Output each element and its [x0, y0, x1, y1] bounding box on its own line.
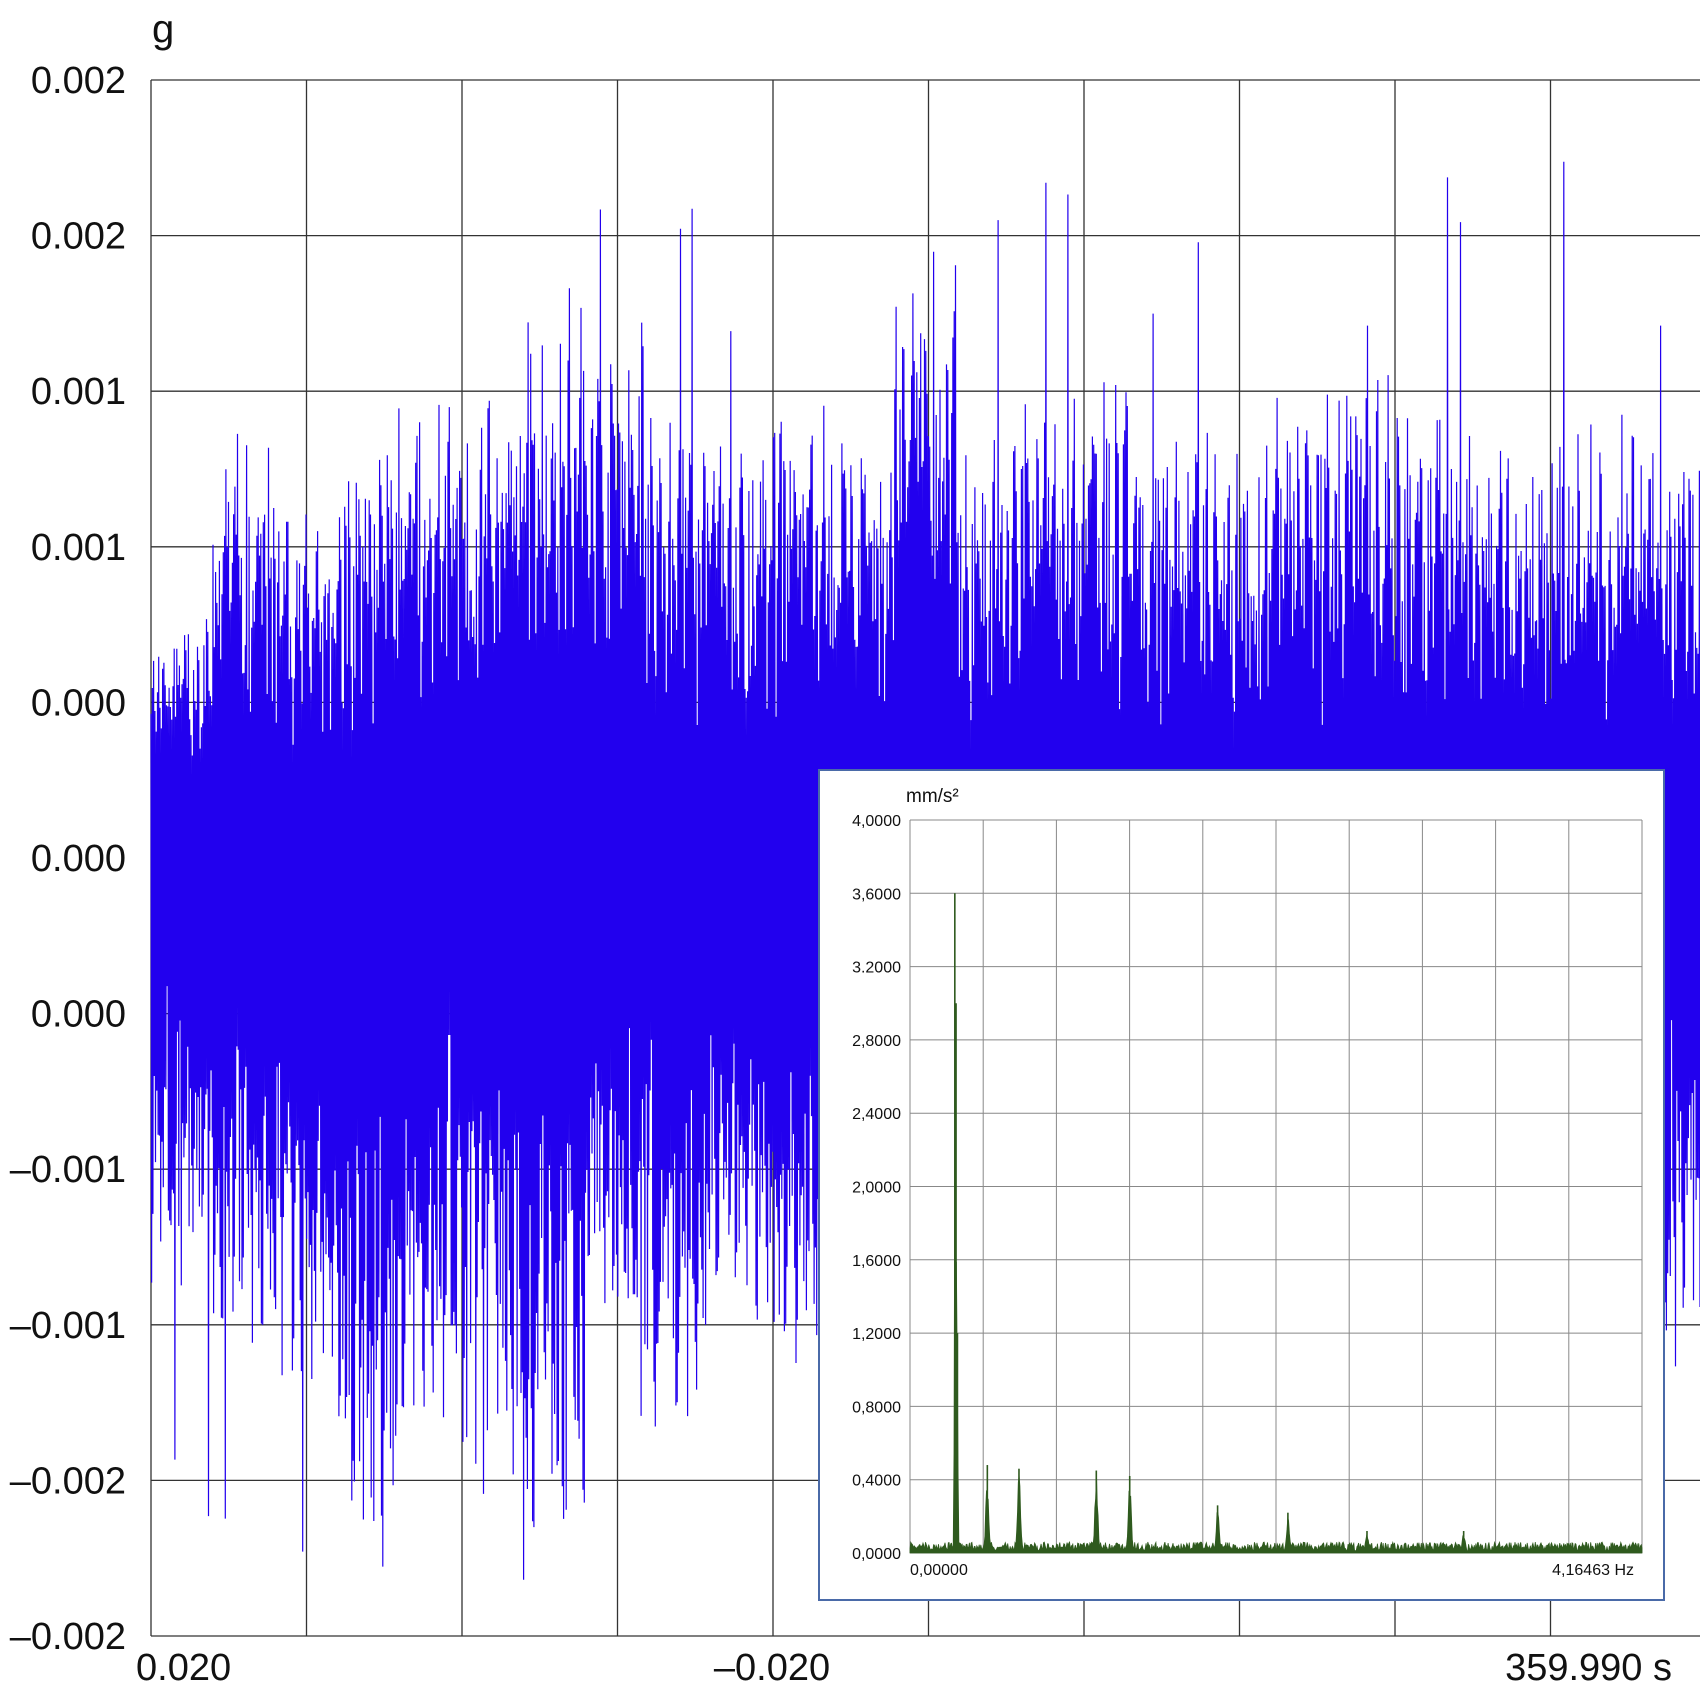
inset-spectrum-chart: mm/s² 4,0000 3,6000 3.2000 2,8000 2,4000 2,00… — [818, 769, 1665, 1601]
inset-y-tick-label: 2,4000 — [852, 1106, 901, 1123]
inset-y-tick-label: 1,6000 — [852, 1253, 901, 1270]
inset-y-tick-label: 4,0000 — [852, 813, 901, 830]
inset-x-tick-labels: 0,00000 4,16463 Hz — [910, 1562, 1634, 1579]
main-y-tick-label: 0.000 — [31, 682, 126, 724]
main-y-tick-label: 0.000 — [31, 994, 126, 1036]
inset-y-tick-label: 3.2000 — [852, 960, 901, 977]
main-y-axis-label: g — [152, 7, 174, 51]
main-x-tick-label: –0.020 — [714, 1647, 830, 1689]
main-y-tick-label: 0.001 — [31, 527, 126, 569]
inset-y-tick-label: 0,8000 — [852, 1399, 901, 1416]
main-x-tick-label: 359.990 s — [1505, 1647, 1672, 1689]
inset-spectrum-path — [909, 1144, 1643, 1554]
main-y-tick-label: 0.000 — [31, 838, 126, 880]
inset-panel — [818, 769, 1665, 1601]
main-y-tick-label: –0.001 — [10, 1305, 126, 1347]
main-y-tick-label: –0.001 — [10, 1149, 126, 1191]
inset-x-tick-label: 0,00000 — [910, 1562, 968, 1579]
inset-x-tick-label: 4,16463 Hz — [1552, 1562, 1634, 1579]
main-x-tick-labels: 0.020 –0.020 359.990 s — [136, 1647, 1672, 1689]
main-y-tick-label: 0.002 — [31, 60, 126, 102]
inset-y-tick-label: 0,4000 — [852, 1473, 901, 1490]
main-y-tick-labels: 0.002 0.002 0.001 0.001 0.000 0.000 0.000 –0.00… — [10, 60, 126, 1658]
inset-y-tick-labels: 4,0000 3,6000 3.2000 2,8000 2,4000 2,0000 1,60… — [852, 813, 901, 1563]
main-y-tick-label: –0.002 — [10, 1460, 126, 1502]
inset-spectrum-area — [909, 893, 1643, 1554]
inset-y-tick-label: 2,0000 — [852, 1180, 901, 1197]
inset-y-axis-label: mm/s² — [906, 786, 959, 807]
inset-y-tick-label: 2,8000 — [852, 1033, 901, 1050]
main-x-tick-label: 0.020 — [136, 1647, 231, 1689]
main-y-tick-label: 0.002 — [31, 216, 126, 258]
inset-y-tick-label: 1,2000 — [852, 1326, 901, 1343]
inset-y-tick-label: 3,6000 — [852, 886, 901, 903]
main-y-tick-label: –0.002 — [10, 1616, 126, 1658]
inset-y-tick-label: 0,0000 — [852, 1546, 901, 1563]
main-y-tick-label: 0.001 — [31, 371, 126, 413]
